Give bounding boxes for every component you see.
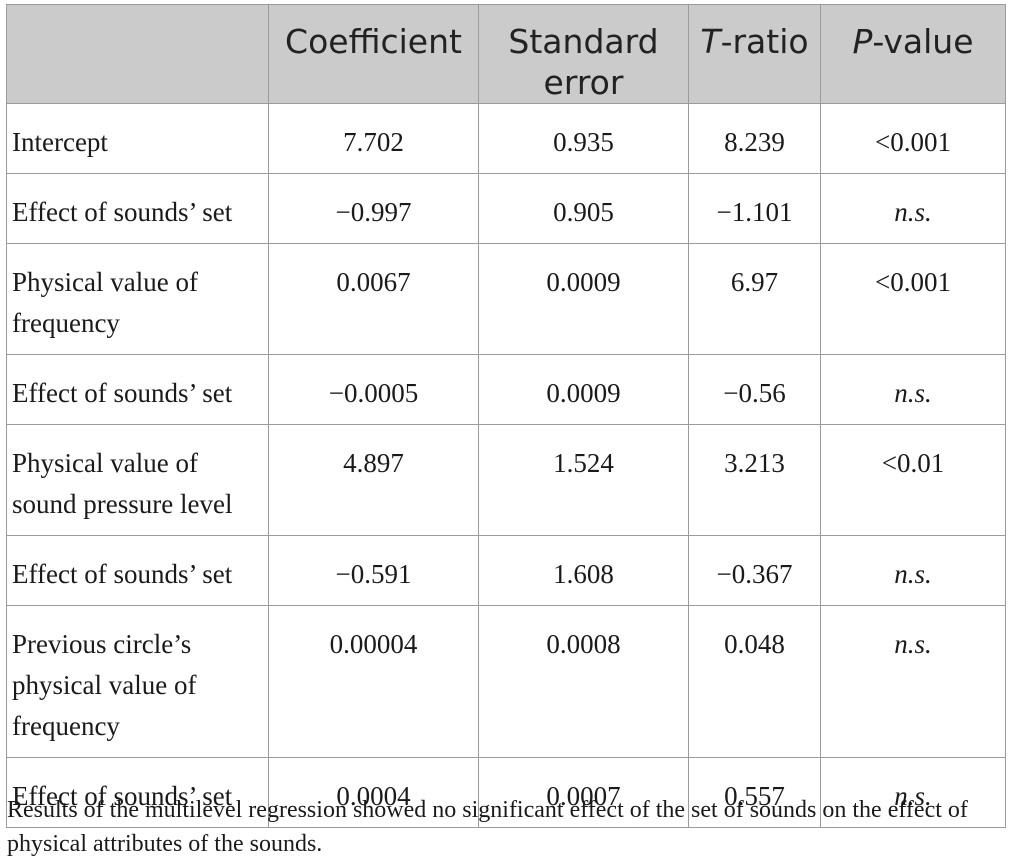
row-label-cell: Effect of sounds’ set [6, 354, 269, 425]
header-empty-cell [6, 4, 269, 104]
regression-table: Coefficient Standard error T-ratio P-val… [6, 4, 1006, 828]
row-label-cell: Physical value of frequency [6, 243, 269, 355]
t-ratio-cell: 3.213 [688, 424, 821, 536]
header-coefficient: Coefficient [268, 4, 479, 104]
row-label-cell: Physical value of sound pressure level [6, 424, 269, 536]
t-ratio-cell: −1.101 [688, 173, 821, 244]
t-ratio-cell: −0.56 [688, 354, 821, 425]
coefficient-cell: 0.00004 [268, 605, 479, 758]
header-t-ratio-suffix: -ratio [720, 22, 809, 61]
table-caption: Results of the multilevel regression sho… [7, 797, 968, 857]
p-value-cell: <0.001 [820, 243, 1006, 355]
table-row: Effect of sounds’ set 0.0004 0.0007 0.557 n.… [6, 757, 1006, 828]
standard-error-cell: 0.0007 [478, 757, 689, 828]
row-label-cell: Effect of sounds’ set [6, 535, 269, 606]
standard-error-cell: 0.0009 [478, 354, 689, 425]
header-standard-error-text: Standard error [508, 22, 659, 102]
table-row: Previous circle’s physical value of freq… [6, 605, 1006, 758]
row-label-cell: Previous circle’s physical value of freq… [6, 605, 269, 758]
header-t-ratio: T-ratio [688, 4, 821, 104]
header-standard-error: Standard error [478, 4, 689, 104]
header-row: Coefficient Standard error T-ratio P-val… [6, 4, 1006, 104]
table-row: Effect of sounds’ set −0.591 1.608 −0.367 n.… [6, 535, 1006, 606]
standard-error-cell: 1.608 [478, 535, 689, 606]
row-label-cell: Effect of sounds’ set [6, 757, 269, 828]
header-coefficient-text: Coefficient [285, 22, 462, 61]
t-ratio-cell: 6.97 [688, 243, 821, 355]
coefficient-cell: −0.0005 [268, 354, 479, 425]
p-value-cell: n.s. [820, 354, 1006, 425]
standard-error-cell: 0.935 [478, 103, 689, 174]
p-value-cell: <0.001 [820, 103, 1006, 174]
regression-table-container: Coefficient Standard error T-ratio P-val… [6, 4, 1006, 828]
t-ratio-cell: 0.048 [688, 605, 821, 758]
row-label-cell: Effect of sounds’ set [6, 173, 269, 244]
header-t-ratio-italic: T [700, 22, 721, 61]
coefficient-cell: 0.0067 [268, 243, 479, 355]
table-row: Effect of sounds’ set −0.997 0.905 −1.101 n.… [6, 173, 1006, 244]
coefficient-cell: 7.702 [268, 103, 479, 174]
coefficient-cell: 0.0004 [268, 757, 479, 828]
p-value-cell: n.s. [820, 173, 1006, 244]
standard-error-cell: 0.0008 [478, 605, 689, 758]
table-row: Physical value of sound pressure level 4.… [6, 424, 1006, 536]
table-row: Intercept 7.702 0.935 8.239 <0.001 [6, 103, 1006, 174]
p-value-cell: n.s. [820, 757, 1006, 828]
table-header: Coefficient Standard error T-ratio P-val… [6, 4, 1006, 104]
coefficient-cell: 4.897 [268, 424, 479, 536]
p-value-cell: n.s. [820, 535, 1006, 606]
t-ratio-cell: 0.557 [688, 757, 821, 828]
t-ratio-cell: 8.239 [688, 103, 821, 174]
coefficient-cell: −0.997 [268, 173, 479, 244]
header-p-value-italic: P [852, 22, 873, 61]
standard-error-cell: 1.524 [478, 424, 689, 536]
coefficient-cell: −0.591 [268, 535, 479, 606]
table-row: Effect of sounds’ set −0.0005 0.0009 −0.56 n… [6, 354, 1006, 425]
p-value-cell: n.s. [820, 605, 1006, 758]
standard-error-cell: 0.0009 [478, 243, 689, 355]
p-value-cell: <0.01 [820, 424, 1006, 536]
t-ratio-cell: −0.367 [688, 535, 821, 606]
table-body: Intercept 7.702 0.935 8.239 <0.001 Effect of … [6, 103, 1006, 828]
header-p-value-suffix: -value [872, 22, 974, 61]
standard-error-cell: 0.905 [478, 173, 689, 244]
table-row: Physical value of frequency 0.0067 0.0009 6… [6, 243, 1006, 355]
header-p-value: P-value [820, 4, 1006, 104]
row-label-cell: Intercept [6, 103, 269, 174]
